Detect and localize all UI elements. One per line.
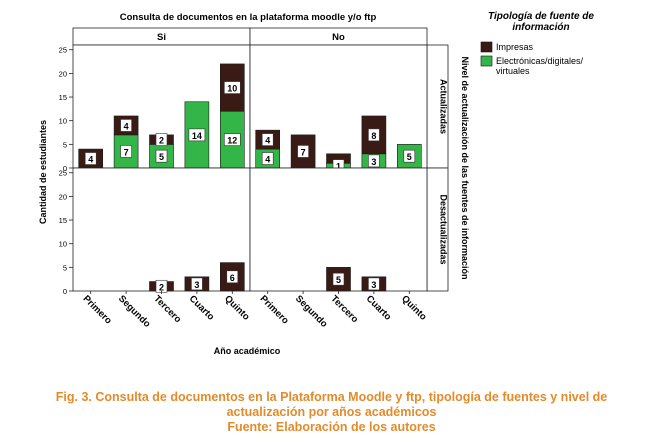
data-label: 4 <box>265 136 270 146</box>
data-label: 3 <box>194 280 199 290</box>
data-label: 4 <box>88 155 93 165</box>
y-tick-label: 15 <box>59 93 67 102</box>
y-axis-label: Cantidad de estudiantes <box>38 120 48 224</box>
facet-panel: 0 5 10 15 20 25 7 5 14 12 4 4 2 10 <box>59 44 251 173</box>
data-label-box <box>224 81 241 94</box>
x-tick-label: Quinto <box>399 293 429 323</box>
data-label-box <box>191 277 203 291</box>
legend-entry-label: Impresas <box>496 42 534 52</box>
data-label: 8 <box>371 131 376 141</box>
y-tick-label: 25 <box>59 169 67 178</box>
x-tick-label: Segundo <box>293 293 330 330</box>
x-tick-label: Primero <box>81 293 114 326</box>
x-tick-label: Tercero <box>328 293 360 325</box>
row-facet-label: Actualizadas <box>439 79 449 134</box>
data-label: 5 <box>407 152 412 162</box>
x-tick-label: Quinto <box>222 293 252 323</box>
y-tick-label: 20 <box>59 69 67 78</box>
right-axis-label: Nivel de actualización de las fuentes de… <box>460 56 470 279</box>
x-tick-label: Tercero <box>151 293 183 325</box>
column-facet-label: No <box>332 32 345 43</box>
faceted-bar-chart: Consulta de documentos en la plataforma … <box>38 11 594 356</box>
data-label: 3 <box>371 157 376 167</box>
data-label: 2 <box>159 282 164 292</box>
caption-line-3: Fuente: Elaboración de los autores <box>227 420 436 434</box>
data-label-box <box>332 272 345 286</box>
x-axis-label: Año académico <box>214 346 281 356</box>
legend-swatch <box>480 55 493 67</box>
data-label: 12 <box>227 136 237 146</box>
data-label: 1 <box>336 162 341 172</box>
legend-title: información <box>512 22 569 33</box>
data-label-box <box>188 128 206 142</box>
chart-title: Consulta de documentos en la plataforma … <box>120 12 377 23</box>
y-tick-label: 5 <box>63 140 67 149</box>
y-tick-label: 25 <box>59 46 67 55</box>
data-label: 3 <box>371 280 376 290</box>
data-label: 2 <box>159 136 164 146</box>
data-label-box <box>368 277 380 291</box>
x-tick-label: Primero <box>258 293 291 326</box>
data-label-box <box>261 152 274 165</box>
data-label: 4 <box>124 121 129 131</box>
legend-entry-label: Electrónicas/digitales/ <box>496 56 584 66</box>
data-label-box <box>84 152 97 165</box>
caption-line-2: actualización por años académicos <box>226 405 437 419</box>
y-tick-label: 0 <box>63 287 67 296</box>
legend-swatch <box>480 41 493 53</box>
legend-title: Tipología de fuente de <box>488 11 594 22</box>
figure-caption: Fig. 3. Consulta de documentos en la Pla… <box>0 390 663 435</box>
x-tick-label: Cuarto <box>364 293 394 323</box>
data-label: 7 <box>124 147 129 157</box>
y-tick-label: 10 <box>59 117 67 126</box>
data-label-box <box>226 270 239 284</box>
data-label-box <box>224 133 241 146</box>
x-tick-label: Cuarto <box>187 293 217 323</box>
data-label: 7 <box>301 147 306 157</box>
facet-panel: 4 1 3 5 4 7 8 <box>249 44 428 172</box>
data-label: 10 <box>227 84 237 94</box>
data-label: 4 <box>265 155 270 165</box>
data-label-box <box>403 149 416 163</box>
legend-entry-label: virtuales <box>496 66 530 76</box>
data-label: 14 <box>192 131 202 141</box>
x-tick-label: Segundo <box>116 293 153 330</box>
y-tick-label: 0 <box>63 164 67 173</box>
data-label-box <box>120 145 132 158</box>
data-label-box <box>155 133 168 146</box>
data-label: 6 <box>230 273 235 283</box>
caption-line-1: Fig. 3. Consulta de documentos en la Pla… <box>55 390 608 404</box>
row-facet-label: Desactualizadas <box>439 194 449 264</box>
data-label-box <box>368 154 380 168</box>
data-label-box <box>120 119 132 132</box>
data-label-box <box>368 128 380 142</box>
y-tick-label: 20 <box>59 192 67 201</box>
column-facet-label: Si <box>157 32 166 43</box>
data-label-box <box>297 145 309 158</box>
y-tick-label: 15 <box>59 216 67 225</box>
data-label-box <box>155 149 168 163</box>
data-label: 5 <box>159 152 164 162</box>
data-label: 5 <box>336 275 341 285</box>
y-tick-label: 5 <box>63 263 67 272</box>
y-tick-label: 10 <box>59 240 67 249</box>
data-label-box <box>261 133 274 146</box>
